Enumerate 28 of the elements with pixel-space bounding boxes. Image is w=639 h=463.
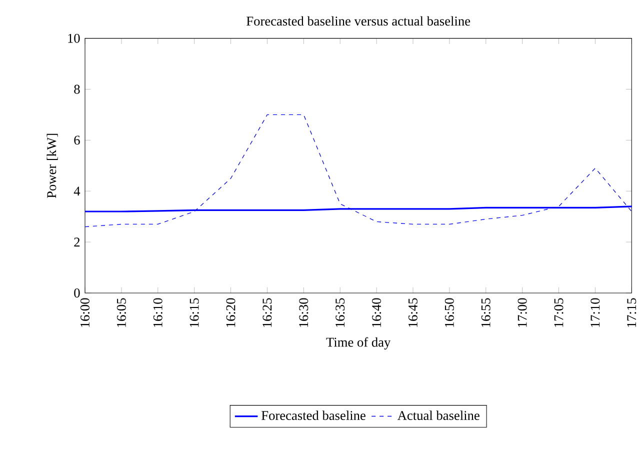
legend-label: Actual baseline	[397, 410, 480, 420]
x-tick-label: 16:30	[299, 298, 308, 327]
x-tick-label: 17:15	[627, 298, 636, 327]
chart-title: Forecasted baseline versus actual baseline	[246, 16, 470, 26]
x-tick-label: 16:25	[262, 298, 272, 327]
x-tick-label: 16:45	[408, 298, 418, 327]
x-tick-label: 17:05	[554, 298, 564, 327]
y-tick-label: 8	[74, 84, 80, 94]
x-tick-label: 16:50	[444, 298, 454, 327]
x-tick-label: 16:20	[226, 298, 236, 327]
y-tick-label: 2	[74, 238, 80, 246]
x-tick-label: 16:15	[190, 298, 199, 327]
y-axis-title: Power [kW]	[46, 134, 58, 198]
x-tick-label: 16:00	[80, 298, 90, 327]
x-tick-label: 17:10	[590, 298, 600, 327]
y-tick-label: 6	[74, 136, 80, 145]
x-axis-title: Time of day	[326, 337, 391, 350]
x-tick-label: 16:35	[336, 298, 345, 327]
x-tick-label: 17:00	[518, 298, 527, 327]
y-tick-label: 0	[74, 288, 80, 298]
y-tick-label: 10	[68, 34, 80, 43]
legend-label: Forecasted baseline	[262, 410, 366, 420]
x-tick-label: 16:40	[372, 298, 382, 327]
y-tick-label: 4	[74, 186, 80, 196]
x-tick-label: 16:05	[116, 298, 126, 327]
x-tick-label: 16:10	[153, 298, 162, 327]
x-tick-label: 16:55	[481, 298, 490, 327]
line-series	[85, 114, 632, 228]
